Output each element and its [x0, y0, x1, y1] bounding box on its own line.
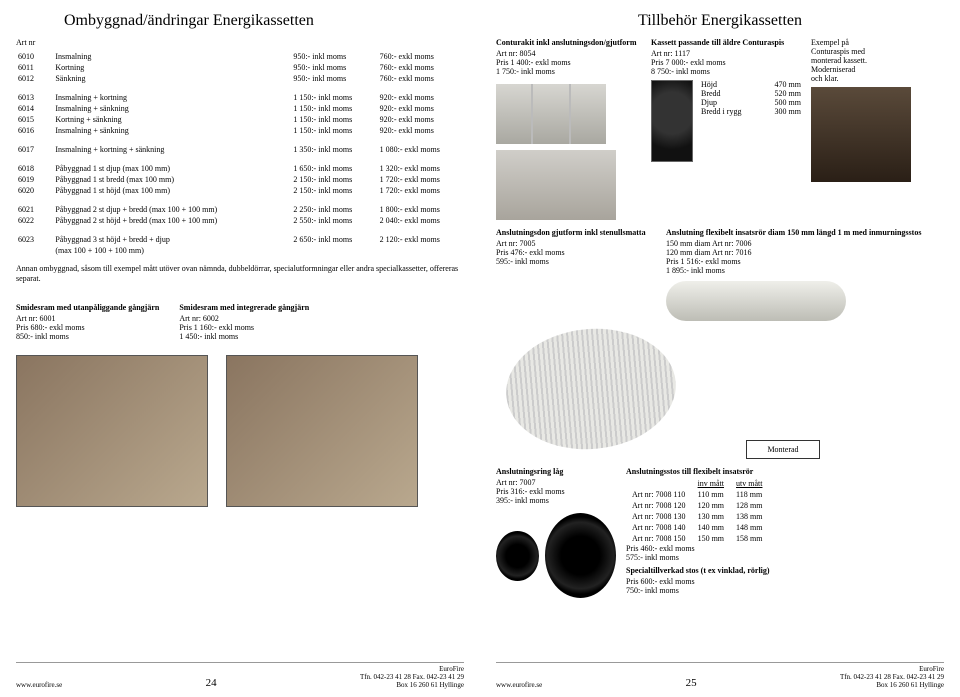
- exempel-l4: och klar.: [811, 74, 941, 83]
- price-table: 6010Insmalning950:- inkl moms760:- exkl …: [16, 51, 464, 256]
- gjutform-title: Anslutningsdon gjutform inkl stenullsmat…: [496, 228, 656, 237]
- price-row: 6020Påbyggnad 1 st höjd (max 100 mm)2 15…: [16, 185, 464, 196]
- gjutform-l2: 595:- inkl moms: [496, 257, 656, 266]
- exempel-l0: Exempel på: [811, 38, 941, 47]
- contura-l0: Art nr: 8054: [496, 49, 641, 58]
- price-row: 6023Påbyggnad 3 st höjd + bredd + djup2 …: [16, 234, 464, 245]
- exempel-l2: monterad kassett.: [811, 56, 941, 65]
- stos-row: Art nr: 7008 120120 mm128 mm: [626, 500, 768, 511]
- kassett-title: Kassett passande till äldre Conturaspis: [651, 38, 801, 47]
- flex-l0: 150 mm diam Art nr: 7006: [666, 239, 936, 248]
- flex-title: Anslutning flexibelt insatsrör diam 150 …: [666, 228, 936, 237]
- box-6001-title: Smidesram med utanpåliggande gångjärn: [16, 303, 159, 312]
- ring-title: Anslutningsring låg: [496, 467, 616, 476]
- footer-page-r: 25: [686, 677, 697, 689]
- kassett-dims: Höjd470 mm Bredd520 mm Djup500 mm Bredd …: [701, 80, 801, 162]
- right-title: Tillbehör Energikassetten: [496, 12, 944, 30]
- ring-image-small: [496, 531, 539, 581]
- kassett-l0: Art nr: 1117: [651, 49, 801, 58]
- gjutform-l1: Pris 476:- exkl moms: [496, 248, 656, 257]
- stos-p1: 575:- inkl moms: [626, 553, 926, 562]
- contura-l2: 1 750:- inkl moms: [496, 67, 641, 76]
- price-row: 6010Insmalning950:- inkl moms760:- exkl …: [16, 51, 464, 62]
- footer-co: EuroFire: [360, 665, 464, 673]
- gjutform-image: [496, 150, 616, 220]
- price-row: 6011Kortning950:- inkl moms760:- exkl mo…: [16, 62, 464, 73]
- page-right: Tillbehör Energikassetten Conturakit ink…: [480, 0, 960, 697]
- stos-row: Art nr: 7008 130130 mm138 mm: [626, 511, 768, 522]
- kassett-image: [651, 80, 693, 162]
- footer-site: www.eurofire.se: [16, 681, 62, 689]
- left-title: Ombyggnad/ändringar Energikassetten: [64, 12, 464, 30]
- kassett-l1: Pris 7 000:- exkl moms: [651, 58, 801, 67]
- contura-l1: Pris 1 400:- exkl moms: [496, 58, 641, 67]
- footer-addr1: Tfn. 042-23 41 28 Fax. 042-23 41 29: [360, 673, 464, 681]
- page-left: Ombyggnad/ändringar Energikassetten Art …: [0, 0, 480, 697]
- ring-image-big: [545, 513, 616, 598]
- footer-left: www.eurofire.se 24 EuroFire Tfn. 042-23 …: [16, 662, 464, 689]
- price-row: 6022Påbyggnad 2 st höjd + bredd (max 100…: [16, 215, 464, 226]
- lower-boxes: Smidesram med utanpåliggande gångjärn Ar…: [16, 303, 464, 341]
- ring-l1: Pris 316:- exkl moms: [496, 487, 616, 496]
- contura-image: [811, 87, 911, 182]
- stos-row: Art nr: 7008 110110 mm118 mm: [626, 489, 768, 500]
- footer-co-r: EuroFire: [840, 665, 944, 673]
- stos-row: Art nr: 7008 150150 mm158 mm: [626, 533, 768, 544]
- exempel-l3: Moderniserad: [811, 65, 941, 74]
- box-6002-l2: 1 450:- inkl moms: [179, 332, 309, 341]
- flexpipe-image: [501, 322, 681, 456]
- price-row: 6019Påbyggnad 1 st bredd (max 100 mm)2 1…: [16, 174, 464, 185]
- tube-image: [666, 281, 846, 321]
- footer-right: www.eurofire.se 25 EuroFire Tfn. 042-23 …: [496, 662, 944, 689]
- price-row: 6012Sänkning950:- inkl moms760:- exkl mo…: [16, 73, 464, 84]
- footer-page: 24: [206, 677, 217, 689]
- price-row: 6015Kortning + sänkning1 150:- inkl moms…: [16, 114, 464, 125]
- stos-sp1: 750:- inkl moms: [626, 586, 926, 595]
- box-6002-l1: Pris 1 160:- exkl moms: [179, 323, 309, 332]
- price-row: 6013Insmalning + kortning1 150:- inkl mo…: [16, 92, 464, 103]
- flex-l2: Pris 1 516:- exkl moms: [666, 257, 936, 266]
- footer-addr1-r: Tfn. 042-23 41 28 Fax. 042-23 41 29: [840, 673, 944, 681]
- price-row: 6016Insmalning + sänkning1 150:- inkl mo…: [16, 125, 464, 136]
- box-6001-l0: Art nr: 6001: [16, 314, 159, 323]
- flex-l1: 120 mm diam Art nr: 7016: [666, 248, 936, 257]
- ring-l2: 395:- inkl moms: [496, 496, 616, 505]
- price-row: 6018Påbyggnad 1 st djup (max 100 mm)1 65…: [16, 163, 464, 174]
- box-6001-l1: Pris 680:- exkl moms: [16, 323, 159, 332]
- box-6002-title: Smidesram med integrerade gångjärn: [179, 303, 309, 312]
- exempel-l1: Conturaspis med: [811, 47, 941, 56]
- price-row: 6021Påbyggnad 2 st djup + bredd (max 100…: [16, 204, 464, 215]
- box-6001: Smidesram med utanpåliggande gångjärn Ar…: [16, 303, 159, 341]
- panels-image: [496, 84, 606, 144]
- monterad-label: Monterad: [746, 440, 820, 459]
- art-header: Art nr: [16, 38, 464, 47]
- footer-addr2-r: Box 16 260 61 Hyllinge: [840, 681, 944, 689]
- note-text: Annan ombyggnad, såsom till exempel mått…: [16, 264, 464, 283]
- ring-l0: Art nr: 7007: [496, 478, 616, 487]
- kassett-l2: 8 750:- inkl moms: [651, 67, 801, 76]
- stos-p0: Pris 460:- exkl moms: [626, 544, 926, 553]
- stos-table: inv mått utv mått Art nr: 7008 110110 mm…: [626, 478, 768, 544]
- box-6002-l0: Art nr: 6002: [179, 314, 309, 323]
- gjutform-l0: Art nr: 7005: [496, 239, 656, 248]
- stos-sp0: Pris 600:- exkl moms: [626, 577, 926, 586]
- stos-row: Art nr: 7008 140140 mm148 mm: [626, 522, 768, 533]
- price-row: 6014Insmalning + sänkning1 150:- inkl mo…: [16, 103, 464, 114]
- box-6002: Smidesram med integrerade gångjärn Art n…: [179, 303, 309, 341]
- frame-photo-right: [226, 355, 418, 507]
- price-row: 6017Insmalning + kortning + sänkning1 35…: [16, 144, 464, 155]
- footer-site-r: www.eurofire.se: [496, 681, 542, 689]
- frame-photo-left: [16, 355, 208, 507]
- stos-special-title: Specialtillverkad stos (t ex vinklad, rö…: [626, 566, 926, 575]
- footer-addr2: Box 16 260 61 Hyllinge: [360, 681, 464, 689]
- stos-title: Anslutningsstos till flexibelt insatsrör: [626, 467, 926, 476]
- box-6001-l2: 850:- inkl moms: [16, 332, 159, 341]
- flex-l3: 1 895:- inkl moms: [666, 266, 936, 275]
- contura-title: Conturakit inkl anslutningsdon/gjutform: [496, 38, 641, 47]
